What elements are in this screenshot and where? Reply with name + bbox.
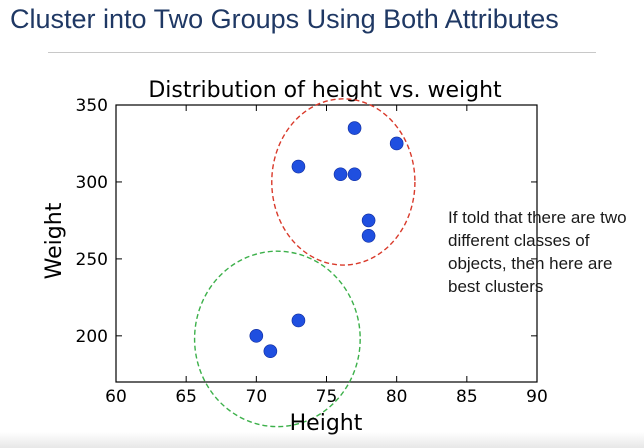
y-tick-label: 200 [76,327,108,347]
data-point [291,313,306,328]
x-tick-label: 75 [316,387,338,407]
x-axis: 60 65 70 75 80 85 90 [105,105,548,407]
cluster-upper-outline [271,98,416,266]
x-tick-label: 90 [526,387,548,407]
y-tick-label: 300 [76,173,108,193]
x-tick-label: 60 [105,387,127,407]
data-point [263,344,278,359]
data-points [249,121,404,359]
x-tick-label: 80 [386,387,408,407]
cluster-lower-outline [193,250,361,428]
data-point [347,167,362,182]
y-tick-label: 350 [76,96,108,116]
chart-title: Distribution of height vs. weight [148,78,502,103]
data-point [361,213,376,228]
cluster-outlines [193,98,416,428]
data-point [291,159,306,174]
x-tick-label: 85 [456,387,478,407]
bottom-shadow [0,432,644,448]
y-axis-label: Weight [42,202,67,279]
data-point [361,229,376,243]
slide-title: Cluster into Two Groups Using Both Attri… [10,4,559,34]
x-axis-label: Height [290,411,363,436]
cluster-annotation: If told that there are two different cla… [448,208,627,296]
x-tick-label: 65 [175,387,197,407]
data-point [249,329,264,343]
y-tick-label: 250 [76,250,108,270]
y-axis: 200 250 300 350 [76,96,537,347]
data-point [389,136,404,151]
data-point [333,167,348,182]
title-divider [48,52,596,53]
x-tick-label: 70 [246,387,268,407]
data-point [347,121,362,135]
